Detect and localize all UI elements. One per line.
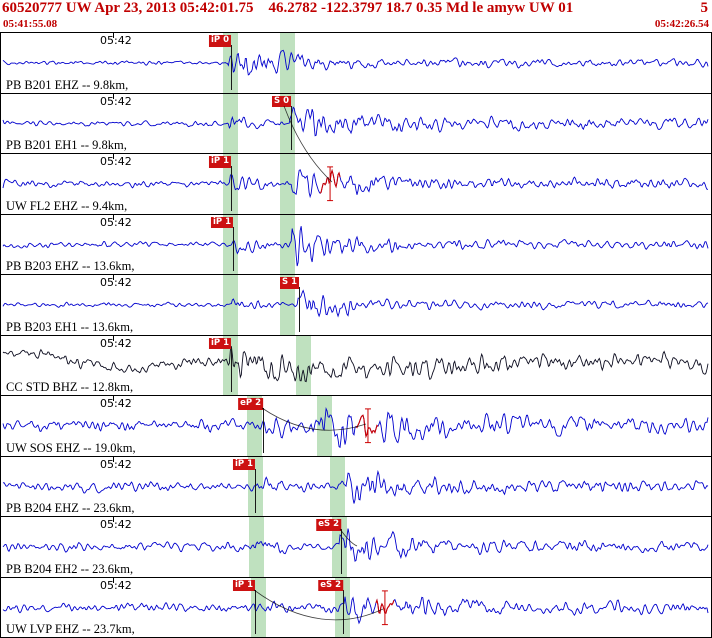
trace-row[interactable]: 05:42 PB B204 EH2 -- 23.6km, eS 2 [1,517,711,578]
station-label: UW LVP EHZ -- 23.7km, [6,622,135,636]
pick-window-highlight [249,517,264,577]
station-label: UW FL2 EHZ -- 9.4km, [6,198,128,213]
pick-time-line [341,529,342,574]
pick-window-highlight [280,33,295,93]
pick-time-line [231,166,232,211]
pick-window-highlight [223,154,238,214]
pick-time-line [255,589,256,634]
minute-tick [113,33,114,38]
minute-tick [113,214,114,220]
waveform [2,289,709,318]
pick-window-highlight [223,275,238,335]
trace-row[interactable]: 05:42 PB B201 EH1 -- 9.8km, S 0 [1,93,711,154]
trace-row[interactable]: 05:42 PB B203 EHZ -- 13.6km, iP 1 [1,214,711,275]
minute-tick [113,93,114,99]
pick-time-line [291,105,292,150]
station-label: PB B204 EH2 -- 23.6km, [6,561,134,576]
minute-tick [113,456,114,462]
trace-time-label: 05:42 [100,34,132,47]
trace-time-label: 05:42 [100,155,132,168]
waveform [2,528,709,562]
pick-time-line [231,45,232,90]
station-label: CC STD BHZ -- 12.8km, [6,380,134,394]
station-label: UW SOS EHZ -- 19.0km, [6,440,136,455]
trace-time-label: 05:42 [100,336,132,350]
pick-flag[interactable]: iP 1 [208,156,231,168]
minute-tick [113,396,114,401]
pick-time-line [263,408,264,453]
minute-tick [113,517,114,522]
trace-row[interactable]: 05:42 PB B201 EHZ -- 9.8km, iP 0 [1,33,711,94]
minute-tick [113,577,114,583]
trace-row[interactable]: 05:42 PB B203 EH1 -- 13.6km, S 1 [1,275,711,336]
trace-row[interactable]: 05:42 PB B204 EHZ -- 23.6km, iP 1 [1,456,711,517]
window-end-time: 05:42:26.54 [654,18,709,30]
pick-time-line [343,589,344,634]
minute-tick [113,275,114,280]
time-window-bar: 05:41:55.08 05:42:26.54 [0,17,712,31]
pick-window-highlight [280,214,295,274]
trace-row[interactable]: 05:42 UW LVP EHZ -- 23.7km, iP 1 eS 2 [1,577,711,637]
trace-row[interactable]: 05:42 UW FL2 EHZ -- 9.4km, iP 1 [1,154,711,215]
waveform [2,105,709,136]
trace-time-label: 05:42 [100,397,132,410]
trace-panel[interactable]: 05:42 PB B201 EHZ -- 9.8km, iP 0 05:42 P… [0,32,712,638]
pick-window-highlight [223,214,238,274]
station-label: PB B203 EHZ -- 13.6km, [6,259,135,273]
station-label: PB B204 EHZ -- 23.6km, [6,501,135,515]
minute-tick [113,335,114,341]
trace-row[interactable]: 05:42 UW SOS EHZ -- 19.0km, eP 2 [1,396,711,457]
pick-flag[interactable]: iP 1 [232,579,255,592]
station-label: PB B201 EH1 -- 9.8km, [6,138,127,152]
waveform [2,49,709,76]
pick-flag[interactable]: S 0 [272,95,291,108]
pick-flag[interactable]: eS 2 [318,579,343,592]
pick-flag[interactable]: iP 0 [208,35,231,47]
pick-time-line [255,468,256,513]
event-title: 60520777 UW Apr 23, 2013 05:42:01.75 46.… [2,0,574,16]
pick-flag[interactable]: iP 1 [232,458,255,471]
window-start-time: 05:41:55.08 [3,18,58,30]
station-label: PB B201 EHZ -- 9.8km, [6,77,129,92]
event-pick-count: 5 [700,0,709,16]
trace-time-label: 05:42 [100,215,132,229]
station-label: PB B203 EH1 -- 13.6km, [6,319,134,334]
waveform [2,345,709,382]
waveform [2,225,709,266]
trace-time-label: 05:42 [100,276,132,289]
pick-time-line [299,287,300,332]
trace-time-label: 05:42 [100,518,132,531]
minute-tick [113,154,114,159]
pick-window-highlight [223,33,238,93]
trace-time-label: 05:42 [100,94,132,108]
pick-time-line [233,226,234,271]
pick-flag[interactable]: S 1 [280,277,299,289]
pick-window-highlight [223,335,238,395]
pick-flag[interactable]: eS 2 [316,519,341,531]
waveform [2,469,709,504]
pick-flag[interactable]: iP 1 [208,337,231,350]
trace-time-label: 05:42 [100,457,132,471]
trace-row[interactable]: 05:42 CC STD BHZ -- 12.8km, iP 1 [1,335,711,396]
pick-time-line [231,347,232,392]
event-header: 60520777 UW Apr 23, 2013 05:42:01.75 46.… [0,0,712,17]
pick-flag[interactable]: iP 1 [210,216,233,229]
pick-flag[interactable]: eP 2 [238,398,263,410]
trace-time-label: 05:42 [100,578,132,592]
